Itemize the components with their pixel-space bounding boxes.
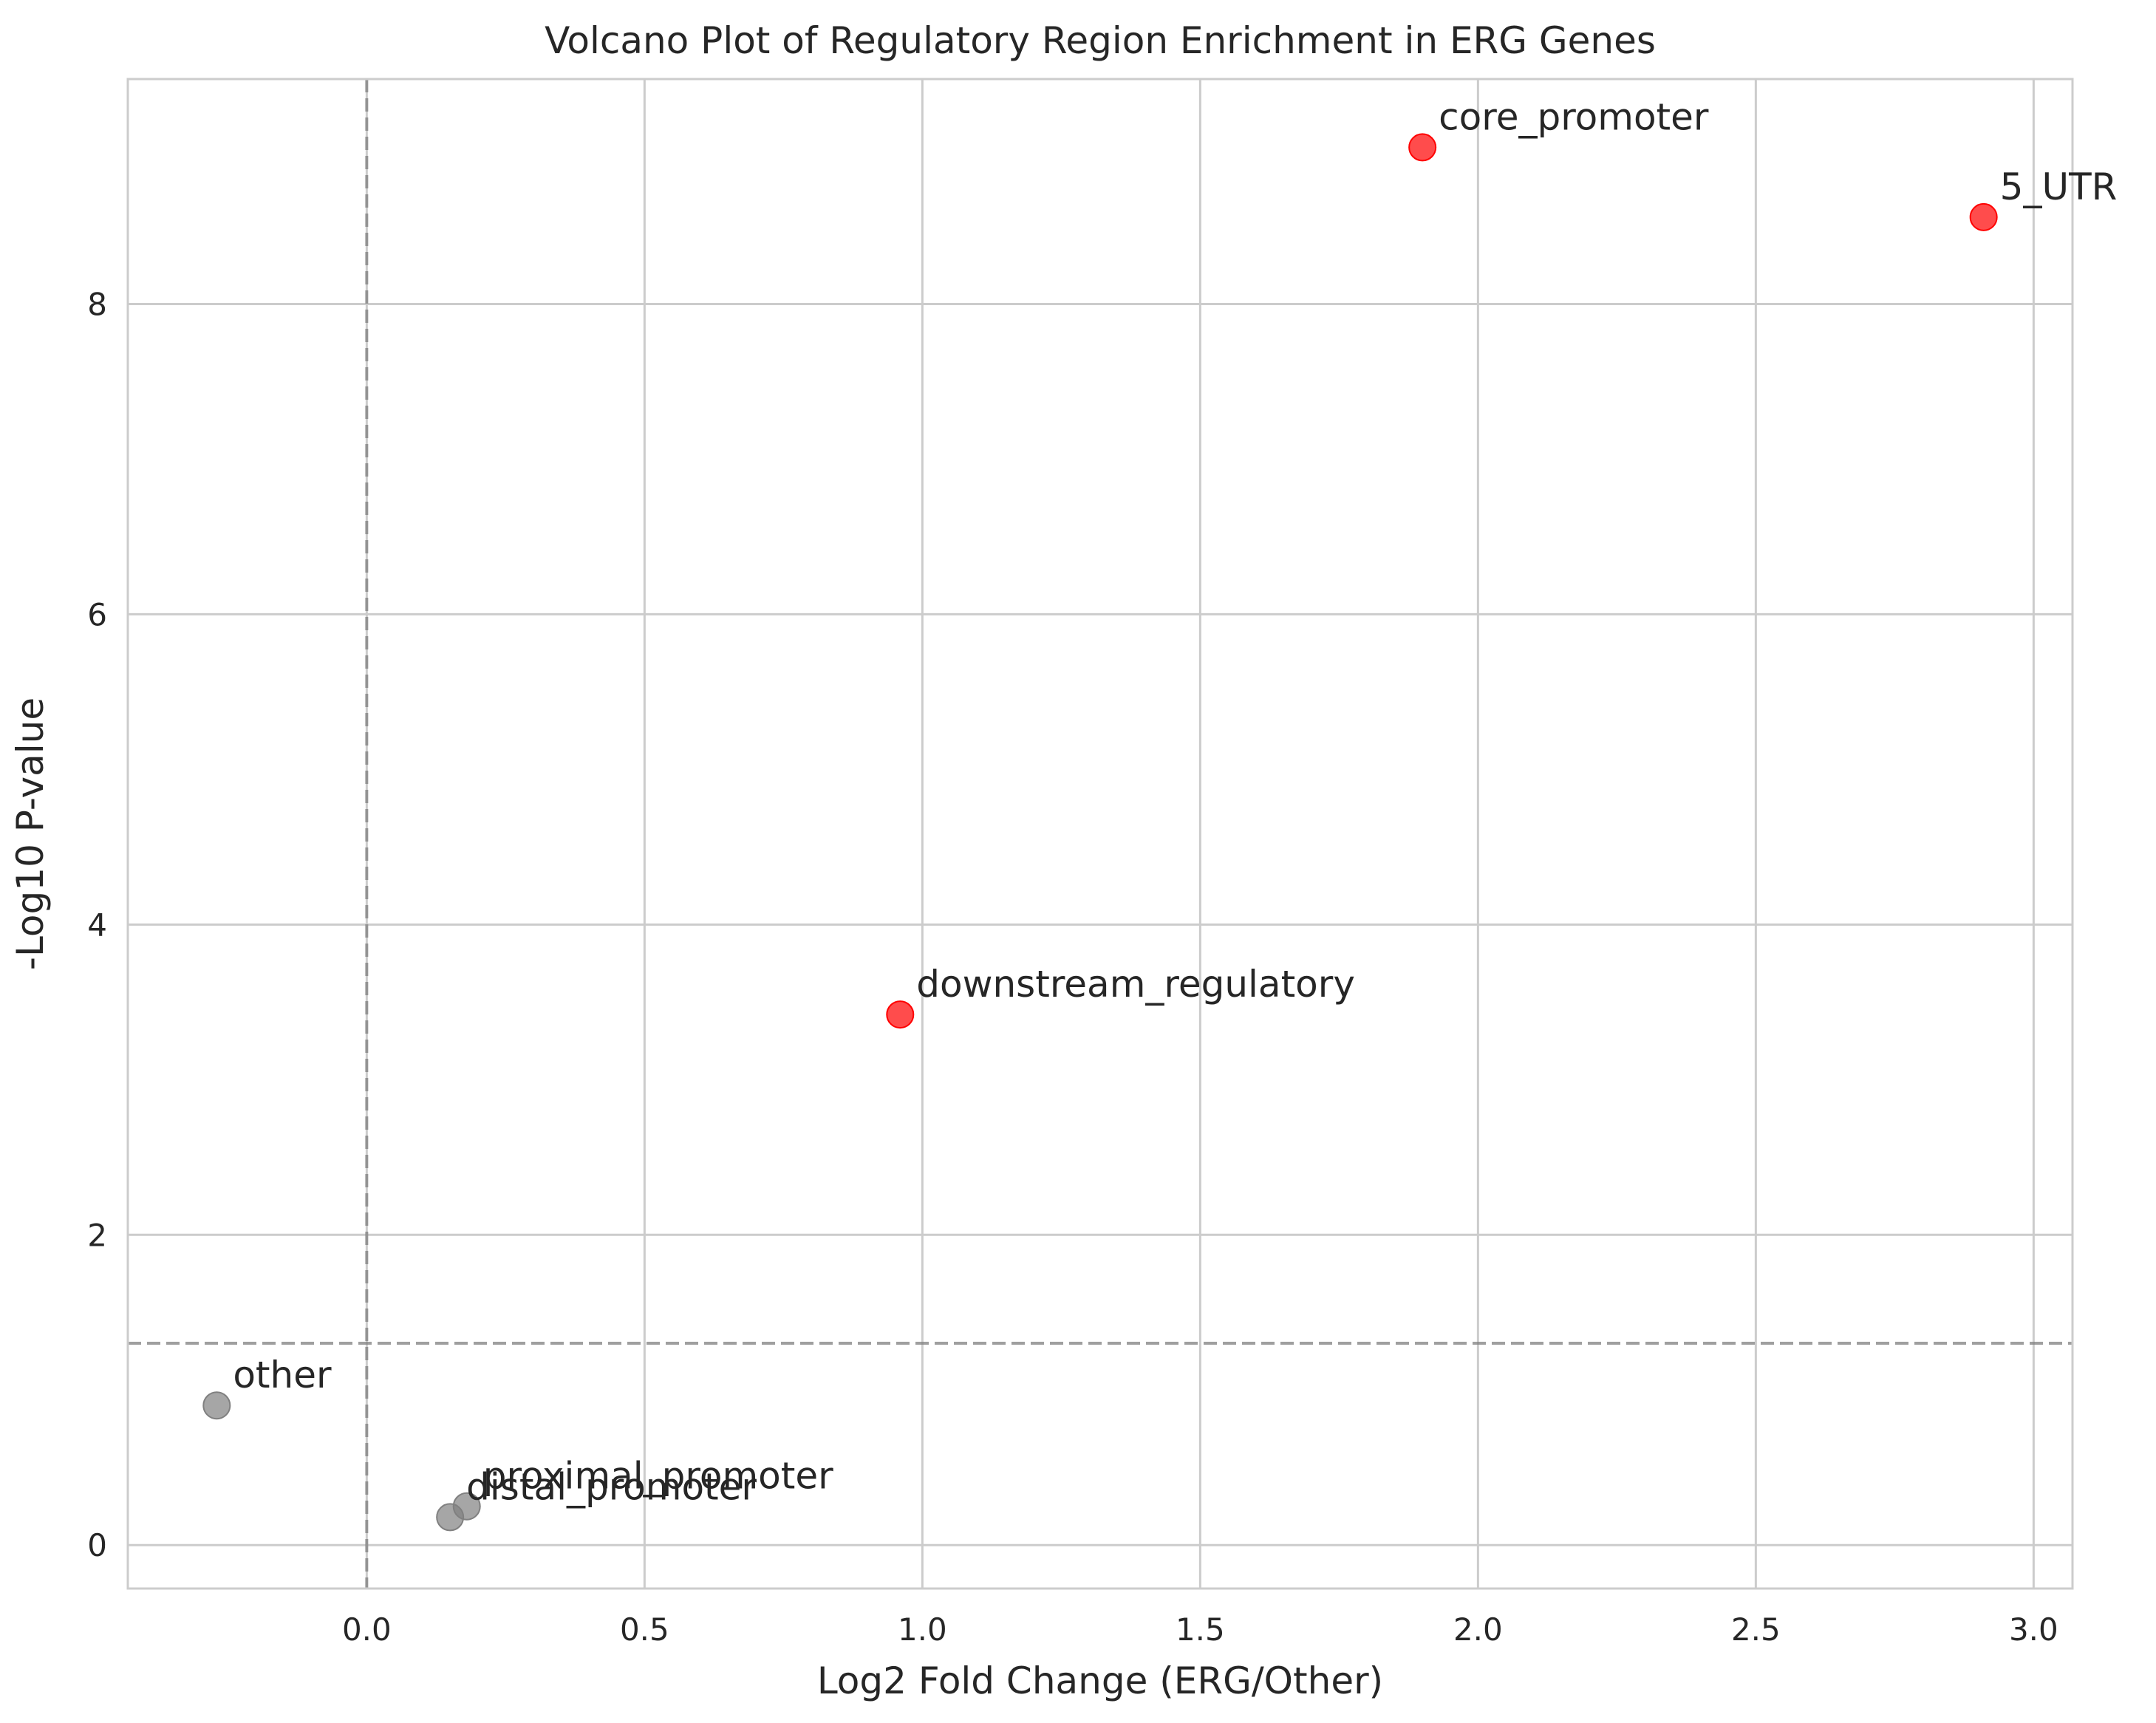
threshold-lines [128, 79, 2073, 1589]
data-point-other [202, 1391, 231, 1420]
x-tick-label: 1.5 [1176, 1611, 1225, 1648]
data-points [202, 133, 1998, 1532]
y-tick-label: 6 [87, 596, 107, 632]
chart-title: Volcano Plot of Regulatory Region Enrich… [545, 19, 1656, 62]
grid [128, 79, 2073, 1589]
point-label: other [233, 1354, 332, 1396]
point-label: distal_promoter [466, 1465, 757, 1508]
data-point-core-promoter [1408, 133, 1437, 162]
y-tick-label: 0 [87, 1527, 107, 1563]
plot-frame [126, 78, 2074, 1590]
data-point-distal-promoter [436, 1503, 465, 1532]
x-tick-label: 0.0 [342, 1611, 392, 1648]
x-tick-label: 2.5 [1731, 1611, 1781, 1648]
point-label: proximal_promoter [483, 1455, 833, 1498]
point-label: 5_UTR [2000, 166, 2118, 208]
y-tick-label: 8 [87, 286, 107, 322]
y-tick-label: 4 [87, 907, 107, 943]
point-labels: core_promoter 5_UTR downstream_regulatoryo… [233, 95, 2117, 1508]
x-tick-label: 2.0 [1453, 1611, 1503, 1648]
data-point-5-utr [1969, 202, 1998, 231]
tick-labels: 0.0 0.5 1.0 1.5 2.0 2.5 3.0 0 2 4 6 8 [87, 286, 2058, 1648]
x-tick-label: 0.5 [620, 1611, 669, 1648]
x-tick-label: 1.0 [898, 1611, 947, 1648]
point-label: downstream_regulatory [916, 963, 1355, 1006]
data-point-downstream-regulatory [886, 1000, 915, 1029]
point-label: core_promoter [1439, 95, 1709, 138]
x-tick-label: 3.0 [2009, 1611, 2058, 1648]
y-axis-label: -Log10 P-value [9, 697, 52, 970]
y-tick-label: 2 [87, 1217, 107, 1253]
x-axis-label: Log2 Fold Change (ERG/Other) [817, 1659, 1383, 1702]
